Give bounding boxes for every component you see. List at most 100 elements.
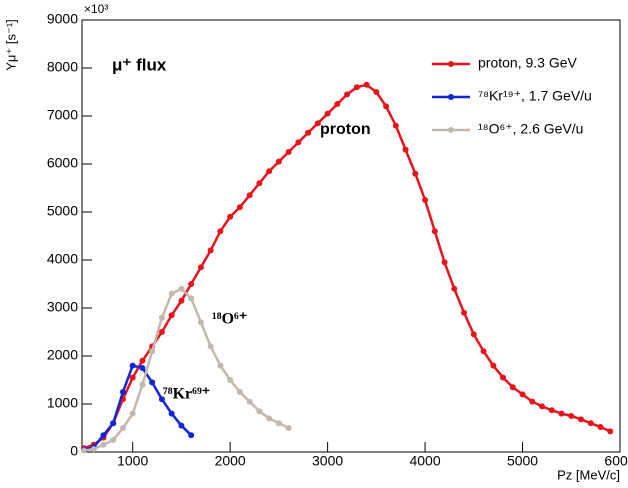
- series-line: [83, 364, 193, 451]
- legend-label: ¹⁸O⁶⁺, 2.6 GeV/u: [478, 121, 583, 137]
- data-point: [461, 309, 468, 316]
- data-point: [597, 424, 604, 431]
- data-point: [470, 331, 477, 338]
- y-tick-label: 8000: [47, 59, 78, 75]
- data-point: [412, 170, 419, 177]
- data-point: [217, 228, 224, 235]
- data-point: [344, 91, 351, 98]
- data-point: [188, 295, 195, 302]
- annotation: ⁷⁸Kr⁶⁹⁺: [163, 386, 210, 403]
- legend-marker: [448, 127, 454, 133]
- data-point: [314, 120, 321, 127]
- data-point: [100, 432, 107, 439]
- data-point: [158, 314, 165, 321]
- data-point: [110, 420, 117, 427]
- y-tick-label: 2000: [47, 347, 78, 363]
- x-tick-label: 2000: [215, 453, 246, 469]
- y-axis-label: Yμ⁺ [s⁻¹]: [3, 19, 18, 71]
- plot-frame: [81, 19, 621, 453]
- x-axis-label: Pz [MeV/c]: [557, 467, 620, 482]
- data-point: [353, 84, 360, 91]
- data-point: [139, 357, 146, 364]
- data-point: [158, 329, 165, 335]
- data-point: [422, 197, 429, 203]
- x-tick-label: 6000: [604, 453, 628, 469]
- y-tick-label: 6000: [47, 155, 78, 171]
- x-tick-label: 5000: [507, 453, 538, 469]
- y-tick-label: 5000: [47, 203, 78, 219]
- y-tick-label: 4000: [47, 251, 78, 267]
- data-point: [266, 415, 273, 422]
- data-point: [129, 362, 136, 369]
- data-point: [129, 410, 136, 417]
- data-point: [275, 420, 282, 427]
- data-point: [509, 384, 516, 391]
- data-point: [197, 319, 204, 326]
- chart-title: μ⁺ flux: [112, 55, 167, 74]
- data-point: [441, 259, 448, 266]
- y-multiplier: ×10³: [84, 2, 108, 16]
- data-point: [529, 398, 536, 405]
- data-point: [246, 192, 253, 199]
- data-point: [217, 362, 224, 369]
- data-point: [548, 407, 555, 414]
- data-point: [451, 285, 458, 292]
- data-point: [149, 348, 156, 355]
- data-point: [373, 89, 380, 95]
- data-point: [119, 425, 126, 431]
- data-point: [227, 213, 234, 220]
- data-point: [236, 204, 243, 211]
- data-point: [197, 264, 204, 271]
- y-tick-label: 7000: [47, 107, 78, 123]
- data-point: [490, 362, 497, 369]
- data-point: [402, 146, 409, 153]
- data-point: [207, 343, 214, 350]
- data-point: [587, 420, 594, 427]
- data-point: [227, 377, 234, 383]
- data-point: [578, 416, 585, 423]
- data-point: [207, 247, 214, 254]
- data-point: [285, 149, 292, 155]
- data-point: [480, 348, 487, 355]
- data-point: [266, 168, 273, 175]
- x-tick-label: 3000: [312, 453, 343, 469]
- annotation: proton: [320, 121, 371, 138]
- data-point: [256, 408, 263, 415]
- y-tick-label: 1000: [47, 395, 78, 411]
- data-point: [275, 158, 282, 165]
- data-point: [80, 447, 87, 454]
- y-tick-label: 9000: [47, 11, 78, 27]
- data-point: [334, 101, 341, 107]
- data-point: [363, 81, 370, 88]
- legend-marker: [448, 61, 454, 67]
- data-point: [295, 139, 302, 146]
- x-tick-label: 4000: [409, 453, 440, 469]
- data-point: [568, 413, 575, 419]
- data-point: [558, 410, 565, 417]
- data-point: [178, 422, 185, 429]
- data-point: [90, 446, 97, 453]
- series-line: [83, 287, 290, 452]
- data-point: [129, 374, 136, 381]
- data-point: [431, 228, 438, 235]
- data-point: [324, 110, 331, 117]
- data-point: [256, 180, 263, 187]
- legend-marker: [448, 94, 454, 100]
- data-point: [149, 379, 156, 386]
- data-point: [178, 297, 185, 304]
- data-point: [188, 432, 195, 439]
- annotation: ¹⁸O⁶⁺: [212, 311, 247, 328]
- data-point: [158, 396, 165, 403]
- x-tick-label: 1000: [117, 453, 148, 469]
- data-point: [236, 389, 243, 395]
- y-tick-label: 0: [70, 443, 78, 459]
- data-point: [500, 374, 507, 381]
- data-point: [285, 425, 292, 431]
- data-point: [392, 122, 399, 129]
- data-point: [246, 398, 253, 405]
- data-point: [100, 441, 107, 448]
- data-point: [305, 129, 312, 136]
- data-point: [383, 103, 390, 110]
- data-point: [110, 437, 117, 443]
- data-point: [539, 403, 546, 410]
